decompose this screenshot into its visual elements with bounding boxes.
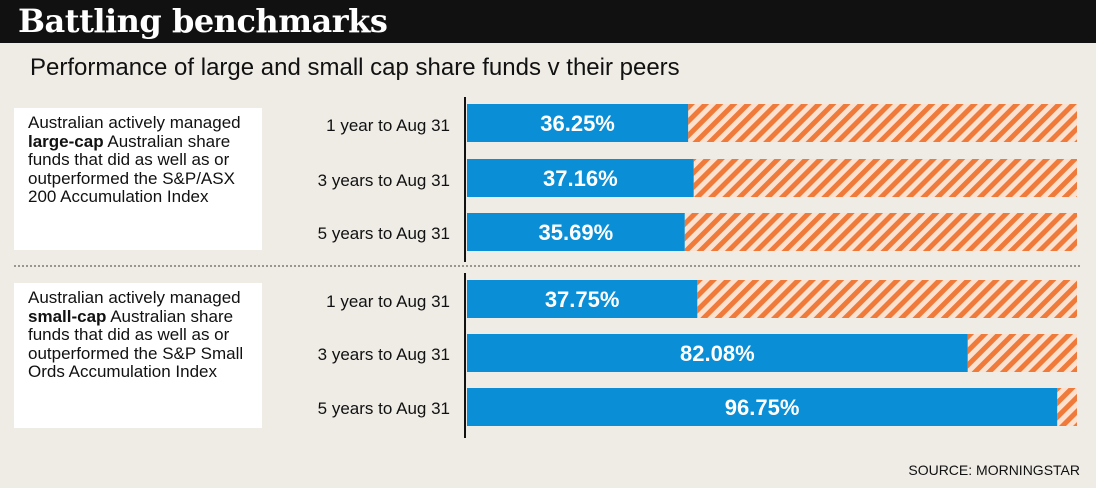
axis-line (464, 273, 466, 438)
chart-subtitle: Performance of large and small cap share… (30, 54, 680, 81)
bar (467, 280, 698, 318)
chart-title: Battling benchmarks (18, 2, 388, 40)
large-cap-description: Australian actively managed large-cap Au… (14, 108, 262, 250)
category-label: 3 years to Aug 31 (317, 345, 450, 364)
description-text: Australian actively managed (28, 113, 241, 132)
bar-remainder (693, 159, 1077, 197)
bar-remainder (967, 334, 1077, 372)
description-text: Australian actively managed (28, 288, 241, 307)
bar-value-label: 96.75% (725, 395, 800, 420)
bar (467, 104, 689, 142)
bar (467, 159, 694, 197)
description-text: Australian share funds that did as well … (28, 306, 244, 381)
category-label: 5 years to Aug 31 (317, 224, 450, 243)
bar-value-label: 35.69% (539, 220, 614, 245)
category-label: 1 year to Aug 31 (326, 116, 450, 135)
bar-remainder (688, 104, 1077, 142)
bar-value-label: 36.25% (540, 111, 615, 136)
bar-value-label: 37.75% (545, 287, 620, 312)
bar (467, 213, 685, 251)
source-note: SOURCE: MORNINGSTAR (908, 462, 1080, 478)
title-bar: Battling benchmarks (0, 0, 1096, 43)
bar-remainder (684, 213, 1077, 251)
category-label: 3 years to Aug 31 (317, 171, 450, 190)
bar (467, 334, 968, 372)
bar-remainder (1057, 388, 1077, 426)
bar-value-label: 82.08% (680, 341, 755, 366)
category-label: 1 year to Aug 31 (326, 292, 450, 311)
description-emphasis: small-cap (28, 306, 107, 326)
group-divider (14, 265, 1080, 267)
small-cap-description: Australian actively managed small-cap Au… (14, 283, 262, 428)
bar (467, 388, 1058, 426)
category-label: 5 years to Aug 31 (317, 399, 450, 418)
bar-value-label: 37.16% (543, 166, 618, 191)
description-emphasis: large-cap (28, 131, 104, 151)
description-text: Australian share funds that did as well … (28, 131, 235, 206)
axis-line (464, 97, 466, 262)
bar-remainder (697, 280, 1077, 318)
